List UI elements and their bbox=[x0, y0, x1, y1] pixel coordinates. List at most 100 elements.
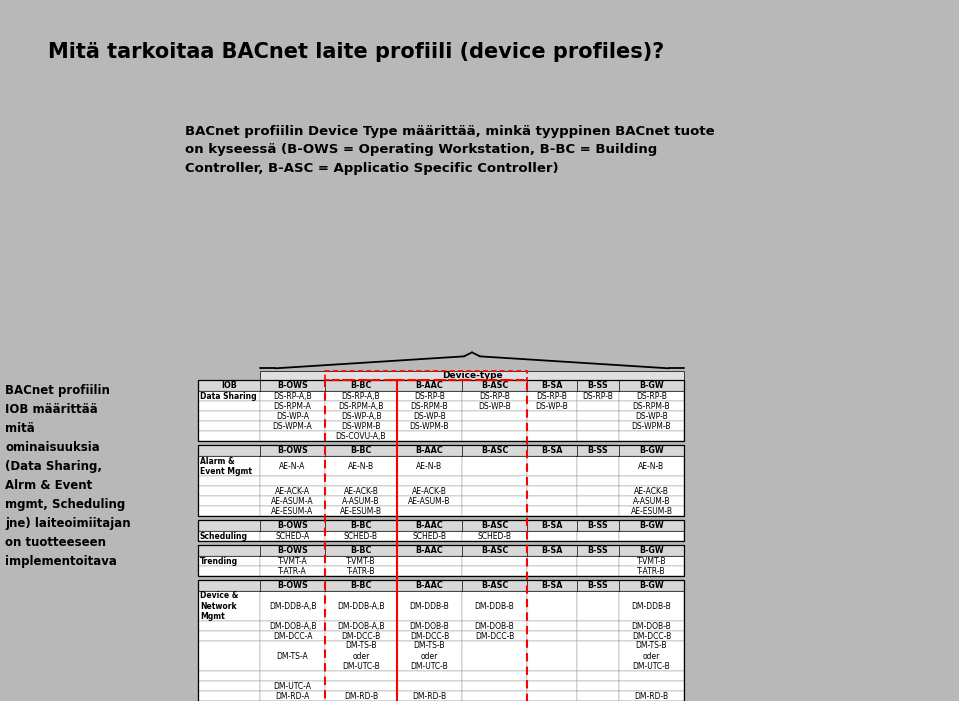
Text: AE-ACK-B: AE-ACK-B bbox=[343, 486, 379, 496]
Text: DS-RP-A,B: DS-RP-A,B bbox=[273, 392, 312, 401]
Bar bbox=[462, 401, 527, 411]
Text: DM-DCC-B: DM-DCC-B bbox=[409, 632, 449, 641]
Bar bbox=[462, 681, 527, 691]
Bar bbox=[527, 566, 577, 576]
Text: B-ASC: B-ASC bbox=[480, 546, 508, 555]
Bar bbox=[462, 671, 527, 681]
Bar bbox=[325, 621, 397, 631]
Bar bbox=[397, 631, 462, 641]
Text: DS-RP-A,B: DS-RP-A,B bbox=[341, 392, 381, 401]
Text: DS-RPM-B: DS-RPM-B bbox=[410, 402, 448, 411]
Bar bbox=[619, 641, 684, 671]
Bar bbox=[462, 556, 527, 566]
Text: Data Sharing: Data Sharing bbox=[200, 392, 257, 401]
Bar bbox=[325, 591, 397, 621]
Text: DS-RP-B: DS-RP-B bbox=[537, 392, 568, 401]
Text: B-GW: B-GW bbox=[639, 581, 664, 590]
Bar bbox=[397, 421, 462, 431]
Bar bbox=[325, 421, 397, 431]
Text: B-OWS: B-OWS bbox=[277, 521, 308, 530]
Text: A-ASUM-B: A-ASUM-B bbox=[633, 497, 670, 505]
Text: DS-WP-B: DS-WP-B bbox=[479, 402, 511, 411]
Bar bbox=[527, 671, 577, 681]
Bar bbox=[527, 401, 577, 411]
Text: B-SS: B-SS bbox=[588, 546, 608, 555]
Text: T-VMT-A: T-VMT-A bbox=[277, 557, 308, 566]
Bar bbox=[397, 431, 462, 441]
Text: AE-N-B: AE-N-B bbox=[639, 462, 665, 471]
Bar bbox=[397, 591, 462, 621]
Text: Trending: Trending bbox=[200, 557, 238, 566]
Bar bbox=[198, 591, 260, 621]
Bar bbox=[260, 556, 325, 566]
Text: T-ATR-B: T-ATR-B bbox=[637, 566, 666, 576]
Text: B-ASC: B-ASC bbox=[480, 521, 508, 530]
Bar bbox=[462, 566, 527, 576]
Bar bbox=[198, 641, 260, 671]
Text: DM-DCC-B: DM-DCC-B bbox=[632, 632, 671, 641]
Text: DS-RPM-A: DS-RPM-A bbox=[273, 402, 312, 411]
Bar bbox=[198, 531, 260, 541]
Bar bbox=[462, 476, 527, 486]
Bar bbox=[198, 381, 684, 441]
Bar bbox=[198, 671, 260, 681]
Bar bbox=[198, 545, 684, 576]
Bar bbox=[462, 621, 527, 631]
Text: B-BC: B-BC bbox=[350, 381, 372, 390]
Bar bbox=[462, 531, 527, 541]
Bar bbox=[462, 591, 527, 621]
Text: DS-WP-B: DS-WP-B bbox=[536, 402, 569, 411]
Bar bbox=[619, 566, 684, 576]
Bar bbox=[198, 431, 260, 441]
Text: B-SA: B-SA bbox=[541, 546, 563, 555]
Text: B-AAC: B-AAC bbox=[415, 381, 443, 390]
Text: B-SA: B-SA bbox=[541, 447, 563, 455]
Text: DS-WP-A,B: DS-WP-A,B bbox=[340, 411, 382, 421]
Text: B-GW: B-GW bbox=[639, 521, 664, 530]
Bar bbox=[260, 496, 325, 506]
Bar bbox=[619, 411, 684, 421]
Text: B-ASC: B-ASC bbox=[480, 447, 508, 455]
Text: B-SA: B-SA bbox=[541, 521, 563, 530]
Text: AE-N-A: AE-N-A bbox=[279, 462, 306, 471]
Bar bbox=[462, 431, 527, 441]
Bar bbox=[619, 691, 684, 701]
Text: DM-DCC-B: DM-DCC-B bbox=[341, 632, 381, 641]
Text: DM-TS-B
oder
DM-UTC-B: DM-TS-B oder DM-UTC-B bbox=[410, 641, 449, 671]
Bar bbox=[198, 580, 684, 591]
Bar bbox=[397, 476, 462, 486]
Text: Device &
Network
Mgmt: Device & Network Mgmt bbox=[200, 591, 239, 621]
Bar bbox=[619, 556, 684, 566]
Bar bbox=[397, 671, 462, 681]
Bar bbox=[260, 691, 325, 701]
Bar bbox=[577, 671, 619, 681]
Bar bbox=[260, 372, 684, 381]
Text: T-VMT-B: T-VMT-B bbox=[346, 557, 376, 566]
Bar bbox=[260, 421, 325, 431]
Bar bbox=[260, 591, 325, 621]
Text: DS-WP-A: DS-WP-A bbox=[276, 411, 309, 421]
Bar bbox=[577, 456, 619, 476]
Text: AE-N-B: AE-N-B bbox=[348, 462, 374, 471]
Text: AE-ASUM-B: AE-ASUM-B bbox=[409, 497, 451, 505]
Bar bbox=[397, 621, 462, 631]
Text: A-ASUM-B: A-ASUM-B bbox=[342, 497, 380, 505]
Bar bbox=[325, 641, 397, 671]
Text: DS-COVU-A,B: DS-COVU-A,B bbox=[336, 432, 386, 441]
Text: DM-TS-A: DM-TS-A bbox=[276, 651, 309, 660]
Bar bbox=[397, 381, 527, 701]
Text: Device-type: Device-type bbox=[442, 372, 503, 381]
Text: B-BC: B-BC bbox=[350, 581, 372, 590]
Bar bbox=[577, 421, 619, 431]
Text: DS-WPM-A: DS-WPM-A bbox=[272, 422, 313, 431]
Bar bbox=[198, 631, 260, 641]
Bar bbox=[577, 431, 619, 441]
Bar bbox=[198, 381, 684, 391]
Text: DS-RP-B: DS-RP-B bbox=[480, 392, 510, 401]
Text: B-SS: B-SS bbox=[588, 521, 608, 530]
Bar bbox=[198, 445, 684, 516]
Text: DM-RD-A: DM-RD-A bbox=[275, 691, 310, 700]
Text: B-SA: B-SA bbox=[541, 581, 563, 590]
Text: DS-WPM-B: DS-WPM-B bbox=[341, 422, 381, 431]
Bar bbox=[462, 391, 527, 401]
